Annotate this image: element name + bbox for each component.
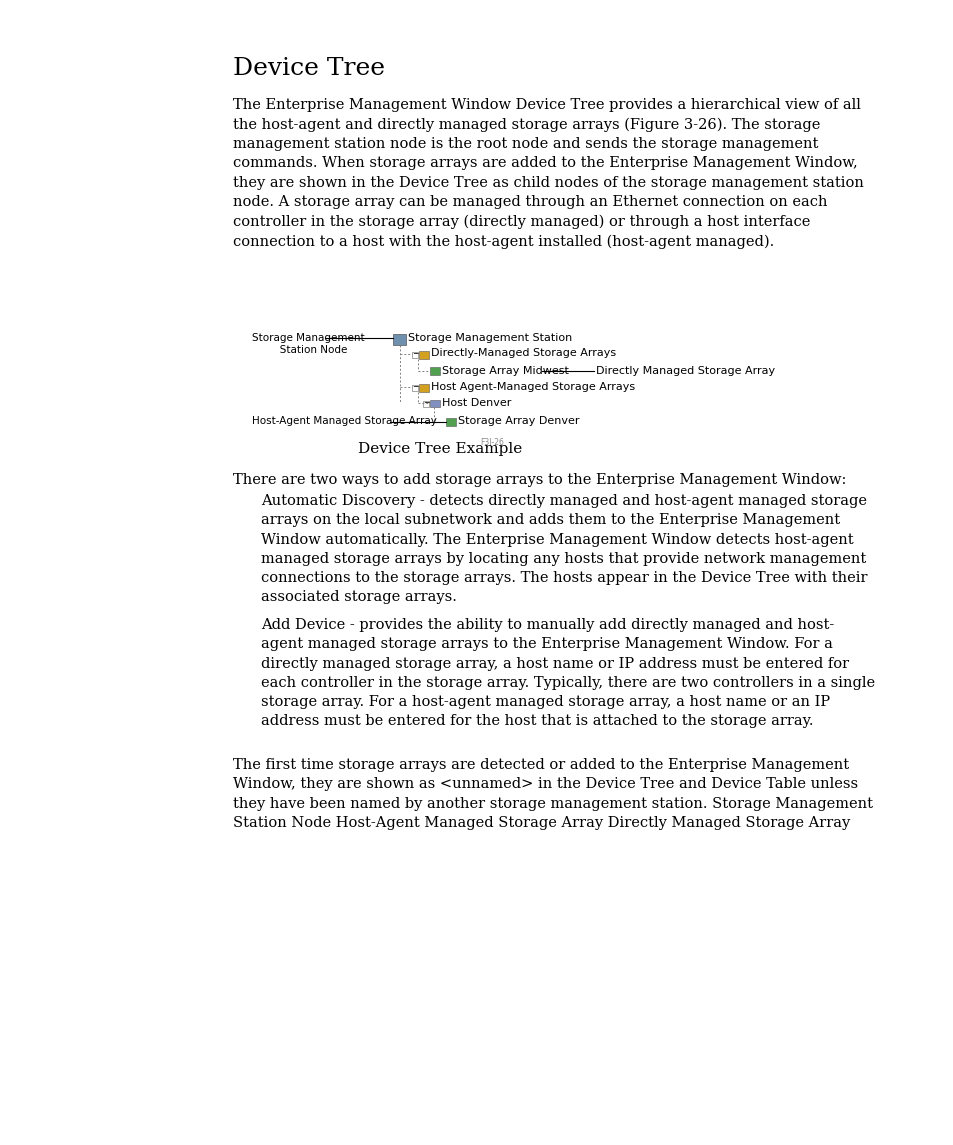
Bar [412,385,417,390]
Bar [430,368,439,376]
Text: F3I-26: F3I-26 [479,439,503,447]
Bar [418,352,429,360]
Text: Directly Managed Storage Array: Directly Managed Storage Array [596,365,774,376]
Text: Storage Array Midwest: Storage Array Midwest [441,365,568,376]
Bar [430,400,439,406]
Text: There are two ways to add storage arrays to the Enterprise Management Window:: There are two ways to add storage arrays… [233,473,845,487]
Text: Host Agent-Managed Storage Arrays: Host Agent-Managed Storage Arrays [431,381,635,392]
Text: Device Tree: Device Tree [233,57,385,80]
Text: Device Tree Example: Device Tree Example [357,442,521,456]
Text: Storage Management
   Station Node: Storage Management Station Node [252,333,364,355]
Text: Host-Agent Managed Storage Array: Host-Agent Managed Storage Array [252,417,436,426]
Text: −: − [412,349,417,358]
Text: −: − [422,398,429,406]
Text: Storage Management Station: Storage Management Station [408,333,572,344]
Bar [446,418,456,426]
Bar [422,401,429,406]
Text: Storage Array Denver: Storage Array Denver [457,417,578,426]
Text: Add Device - provides the ability to manually add directly managed and host-
age: Add Device - provides the ability to man… [261,618,874,728]
Text: The Enterprise Management Window Device Tree provides a hierarchical view of all: The Enterprise Management Window Device … [233,98,863,248]
Bar [418,384,429,392]
Bar [412,352,417,358]
Text: Host Denver: Host Denver [441,397,511,408]
Bar [393,334,406,345]
Text: −: − [412,382,417,390]
Text: Directly-Managed Storage Arrays: Directly-Managed Storage Arrays [431,348,616,358]
Text: Automatic Discovery - detects directly managed and host-agent managed storage
ar: Automatic Discovery - detects directly m… [261,493,866,605]
Text: The first time storage arrays are detected or added to the Enterprise Management: The first time storage arrays are detect… [233,758,872,830]
